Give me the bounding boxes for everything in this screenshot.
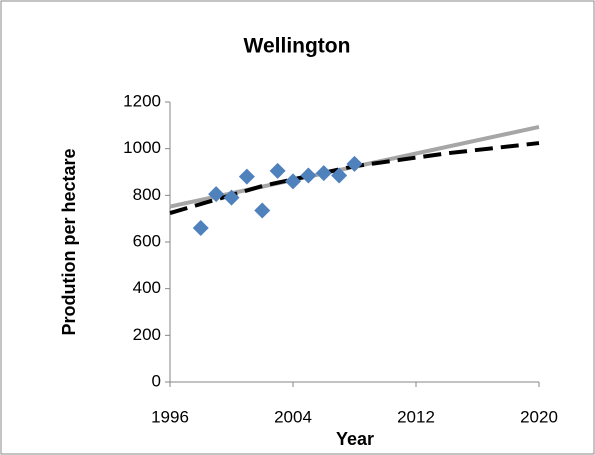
x-tick-label: 1996 [151,407,189,426]
y-tick-label: 800 [133,185,161,204]
point [223,189,240,206]
point [315,165,332,182]
x-tick-label: 2012 [397,407,435,426]
x-tick-label: 2004 [274,407,312,426]
chart-title: Wellington [244,35,351,58]
y-tick-label: 1200 [123,91,161,110]
point [254,202,271,219]
y-tick-label: 0 [152,371,161,390]
point [269,162,286,179]
y-tick-label: 1000 [123,138,161,157]
y-axis-label: Prodution per hectare [59,148,79,335]
point [208,186,225,203]
point [300,167,317,184]
y-tick-label: 200 [133,325,161,344]
point [238,168,255,185]
x-tick-label: 2020 [520,407,558,426]
point [192,220,209,236]
x-axis-label: Year [336,429,374,449]
y-tick-label: 400 [133,278,161,297]
y-tick-label: 600 [133,231,161,250]
point [285,173,301,190]
point [331,167,348,184]
point [346,155,363,172]
